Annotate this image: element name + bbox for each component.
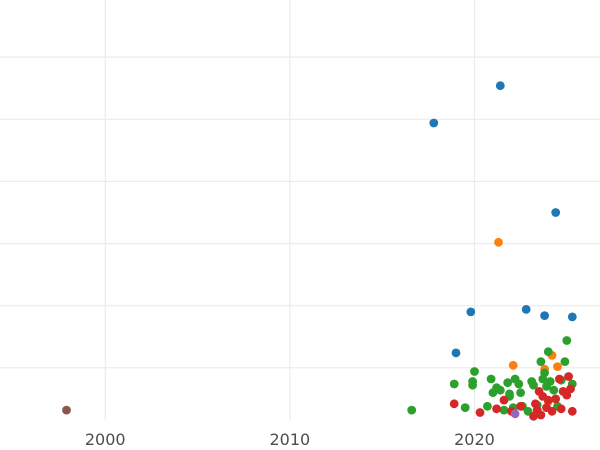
point-green-11 <box>499 405 509 415</box>
point-green-32 <box>560 357 570 366</box>
point-blue-3 <box>466 307 476 317</box>
point-green-5 <box>470 367 479 376</box>
point-red-5 <box>516 401 525 411</box>
point-green-33 <box>562 336 572 345</box>
point-green-10 <box>495 385 505 395</box>
point-green-23 <box>536 357 546 366</box>
point-red-11 <box>543 395 553 405</box>
points-layer <box>62 81 577 421</box>
point-green-4 <box>468 380 477 390</box>
point-blue-4 <box>521 305 531 314</box>
x-tick-label-2020: 2020 <box>454 430 495 449</box>
point-blue-0 <box>495 81 505 91</box>
point-green-7 <box>486 374 496 384</box>
point-green-17 <box>516 388 525 398</box>
point-red-21 <box>555 374 564 384</box>
point-red-22 <box>534 387 544 396</box>
point-red-1 <box>475 408 485 417</box>
point-red-3 <box>499 395 509 405</box>
point-green-6 <box>483 401 492 411</box>
point-green-16 <box>514 379 524 389</box>
point-green-28 <box>545 377 555 386</box>
point-orange-0 <box>494 237 503 247</box>
point-red-13 <box>551 394 561 404</box>
point-red-2 <box>492 404 501 414</box>
point-blue-6 <box>567 312 577 322</box>
point-green-27 <box>543 347 553 357</box>
series-brown <box>62 405 71 415</box>
point-orange-3 <box>553 362 562 371</box>
point-red-17 <box>564 372 573 381</box>
point-brown-0 <box>62 405 71 415</box>
point-red-19 <box>567 406 577 416</box>
point-green-25 <box>540 368 549 378</box>
point-red-0 <box>449 399 459 409</box>
point-red-14 <box>556 404 566 414</box>
point-red-12 <box>547 406 557 416</box>
point-green-29 <box>549 385 559 395</box>
series-red <box>449 372 577 421</box>
point-green-2 <box>460 403 470 412</box>
point-red-8 <box>536 410 546 420</box>
point-red-18 <box>566 384 575 394</box>
point-green-0 <box>407 405 417 415</box>
point-blue-1 <box>429 118 439 128</box>
point-green-21 <box>529 380 538 390</box>
grid-layer <box>0 0 600 420</box>
point-blue-2 <box>551 208 561 217</box>
point-orange-1 <box>508 360 518 370</box>
point-green-1 <box>449 379 459 389</box>
tick-labels-layer: 2000 2010 2020 <box>85 430 495 449</box>
point-green-12 <box>503 378 513 388</box>
series-blue <box>429 81 577 358</box>
point-red-20 <box>531 399 540 409</box>
point-blue-7 <box>451 348 461 358</box>
series-purple <box>510 409 520 419</box>
point-blue-5 <box>540 311 549 320</box>
x-tick-label-2000: 2000 <box>85 430 126 449</box>
point-purple-0 <box>510 409 520 419</box>
x-tick-label-2010: 2010 <box>269 430 310 449</box>
